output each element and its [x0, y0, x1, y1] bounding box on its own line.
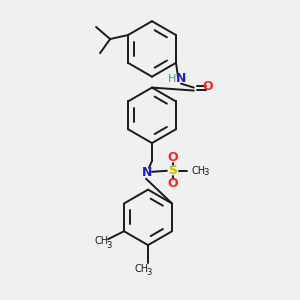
Text: 3: 3: [146, 268, 152, 278]
Text: CH: CH: [134, 264, 148, 274]
Text: O: O: [167, 177, 178, 190]
Text: 3: 3: [204, 168, 209, 177]
Text: CH: CH: [94, 236, 108, 246]
Text: S: S: [168, 164, 177, 177]
Text: H: H: [168, 74, 176, 84]
Text: N: N: [142, 166, 152, 179]
Text: N: N: [176, 72, 186, 85]
Text: O: O: [202, 80, 213, 93]
Text: O: O: [167, 152, 178, 164]
Text: 3: 3: [106, 241, 112, 250]
Text: CH: CH: [191, 166, 206, 176]
